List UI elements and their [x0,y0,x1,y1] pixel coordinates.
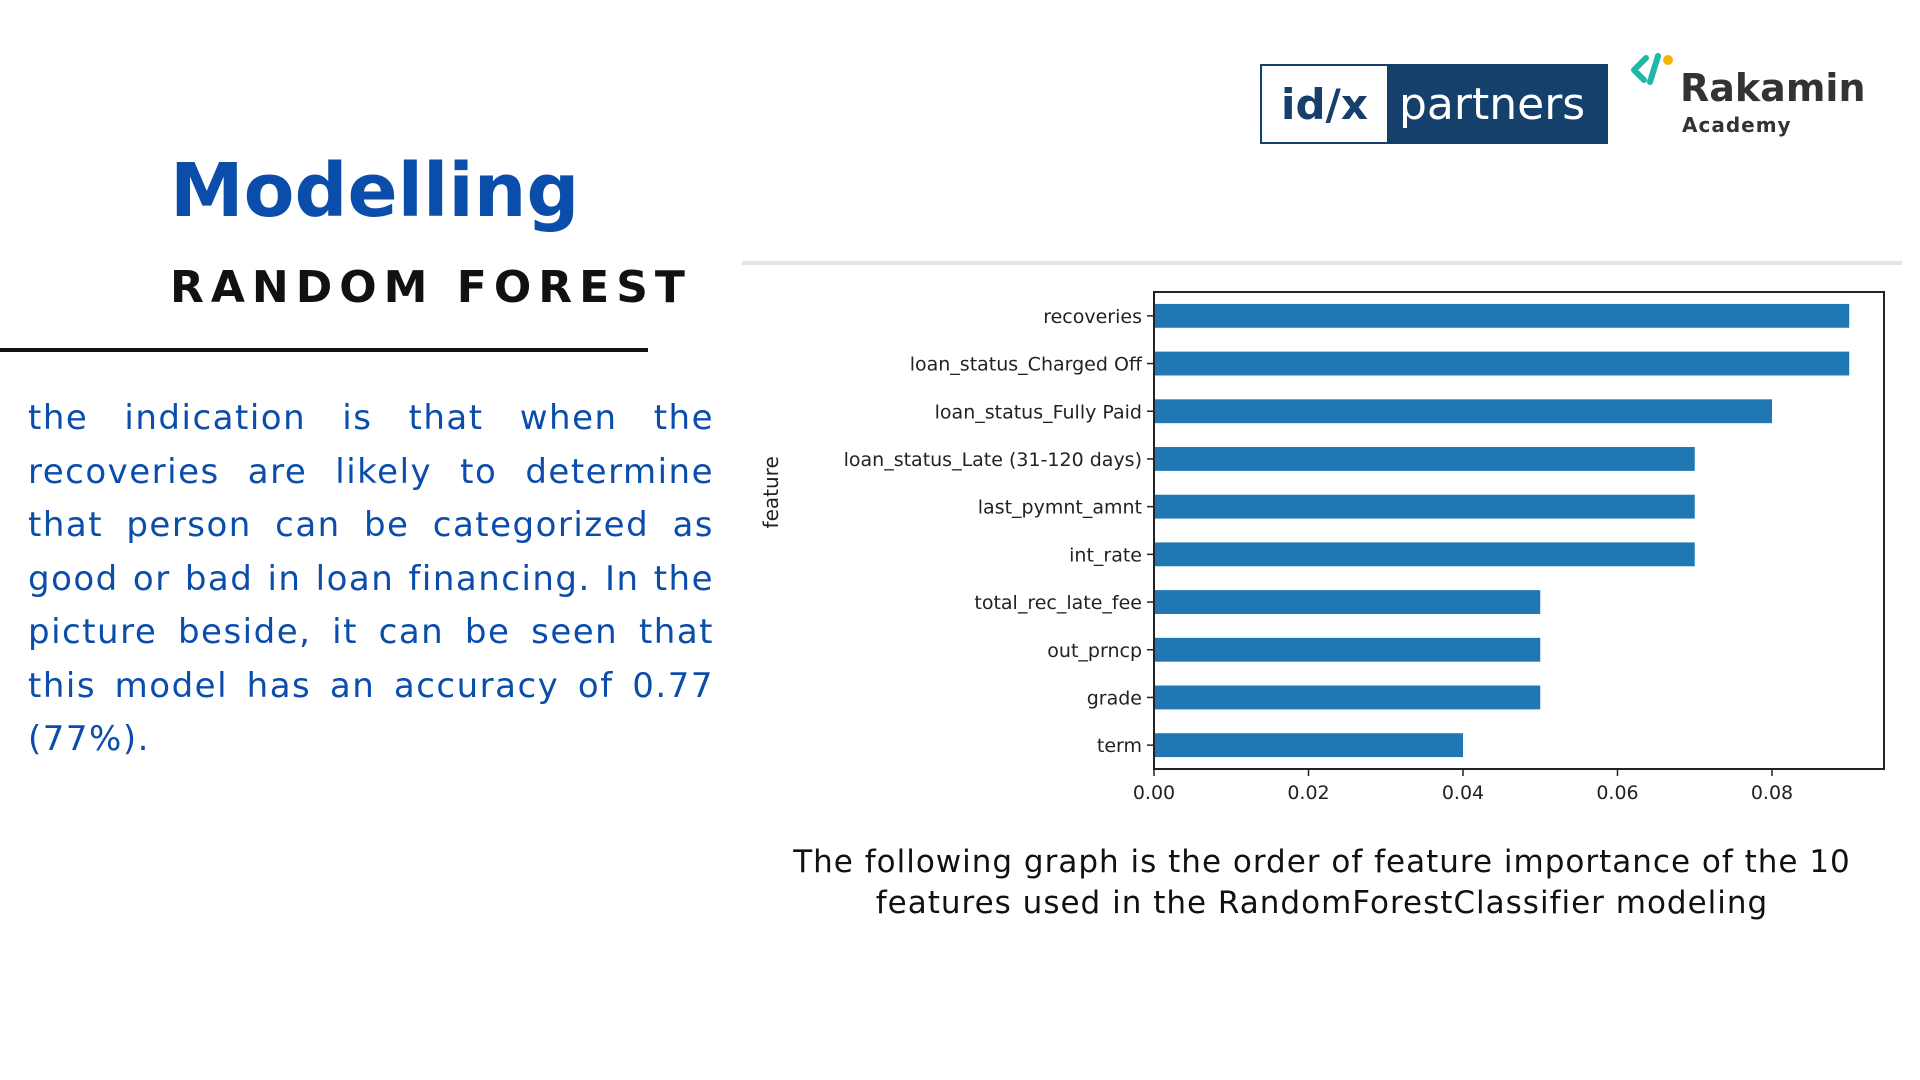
chart-caption: The following graph is the order of feat… [793,844,1851,921]
y-tick-label: last_pymnt_amnt [978,497,1142,519]
slide-subtitle: RANDOM FOREST [170,262,692,313]
bar-int-rate [1155,542,1695,567]
chart-top-border [742,261,1902,265]
idx-logo-mark: id/x [1281,79,1368,129]
bar-loan-status-fully-paid [1155,399,1772,424]
bar-out-prncp [1155,637,1541,662]
feature-importance-chart: recoveries loan_status_Charged Off loan_st… [759,291,1885,804]
x-tick-label: 0.02 [1287,782,1329,804]
x-ticks: 0.00 0.02 0.04 0.06 0.08 [1133,769,1793,804]
y-tick-label: int_rate [1069,544,1142,566]
partner-logos: id/x partners Rakamin Academy [1260,52,1880,152]
y-tick-label: grade [1087,687,1142,709]
slide-description: the indication is that when the recoveri… [28,398,714,759]
idx-partners-logo: id/x partners [1260,64,1608,144]
slide-title: Modelling [170,148,580,234]
y-tick-label: out_prncp [1047,640,1142,662]
y-tick-label: loan_status_Fully Paid [935,401,1142,423]
y-tick-label: loan_status_Charged Off [910,354,1143,376]
x-tick-label: 0.06 [1596,782,1638,804]
bar-last-pymnt-amnt [1155,494,1695,519]
bar-recoveries [1155,303,1850,328]
y-axis-label: feature [759,456,783,528]
y-tick-label: total_rec_late_fee [974,592,1142,614]
y-tick-label: loan_status_Late (31-120 days) [844,449,1142,471]
bar-term [1155,733,1463,758]
y-tick-label: term [1097,735,1142,757]
rakamin-code-icon [1631,53,1673,85]
bar-grade [1155,685,1541,710]
y-tick-labels: recoveries loan_status_Charged Off loan_st… [844,306,1154,757]
x-tick-label: 0.04 [1442,782,1484,804]
bar-loan-status-charged-off [1155,351,1850,376]
title-divider [0,348,648,352]
bar-loan-status-late-31-120-days [1155,447,1695,471]
rakamin-academy-logo: Rakamin Academy [1628,52,1880,152]
bar-total-rec-late-fee [1155,590,1541,614]
idx-logo-wordmark: partners [1387,66,1606,142]
bars-layer [1155,303,1850,758]
rakamin-name: Rakamin [1680,66,1866,110]
x-tick-label: 0.00 [1133,782,1175,804]
rakamin-subtitle: Academy [1682,113,1792,137]
plot-area-frame [1153,291,1885,770]
y-tick-label: recoveries [1043,306,1142,328]
x-tick-label: 0.08 [1751,782,1793,804]
